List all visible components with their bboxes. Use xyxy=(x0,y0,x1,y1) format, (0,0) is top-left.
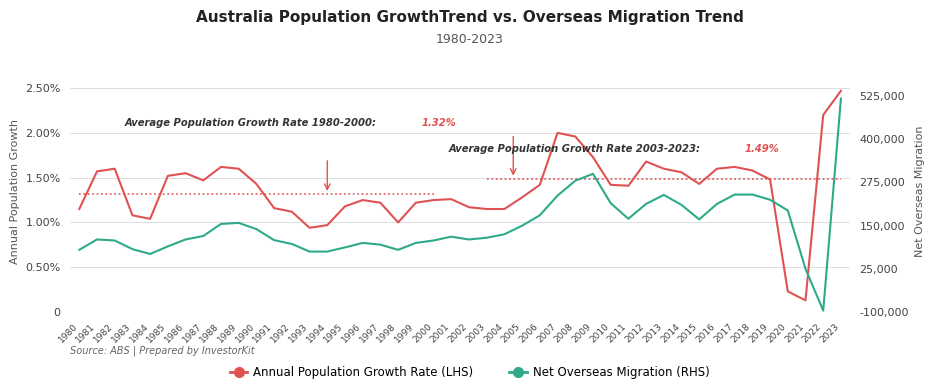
Text: 1.32%: 1.32% xyxy=(422,118,456,128)
Text: 1980-2023: 1980-2023 xyxy=(436,33,503,46)
Y-axis label: Annual Population Growth: Annual Population Growth xyxy=(9,119,20,264)
Text: 1.49%: 1.49% xyxy=(745,144,779,154)
Text: Average Population Growth Rate 2003-2023:: Average Population Growth Rate 2003-2023… xyxy=(449,144,704,154)
Text: Source: ABS | Prepared by InvestorKit: Source: ABS | Prepared by InvestorKit xyxy=(70,345,255,356)
Legend: Annual Population Growth Rate (LHS), Net Overseas Migration (RHS): Annual Population Growth Rate (LHS), Net… xyxy=(225,362,714,384)
Text: Average Population Growth Rate 1980-2000:: Average Population Growth Rate 1980-2000… xyxy=(125,118,380,128)
Text: Australia Population GrowthTrend vs. Overseas Migration Trend: Australia Population GrowthTrend vs. Ove… xyxy=(195,10,744,25)
Y-axis label: Net Overseas Migration: Net Overseas Migration xyxy=(915,125,925,257)
